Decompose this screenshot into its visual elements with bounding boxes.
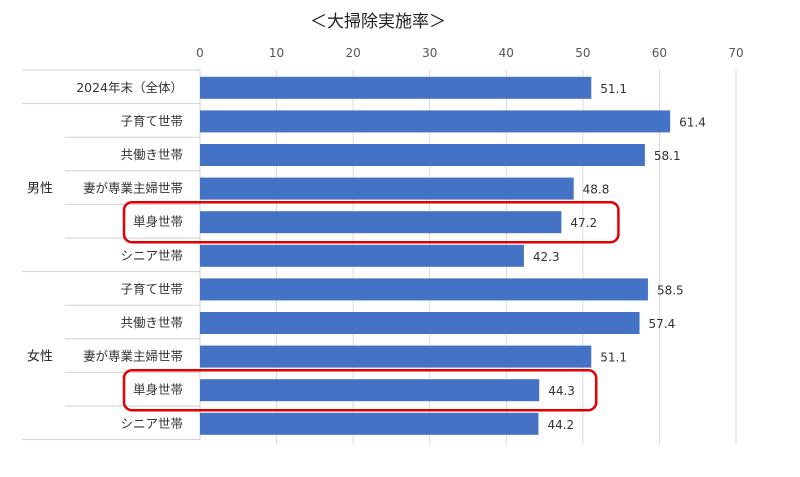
bar	[200, 379, 540, 402]
x-tick-label: 70	[728, 46, 743, 60]
chart-title: ＜大掃除実施率＞	[310, 12, 446, 32]
x-tick-label: 40	[499, 46, 514, 60]
data-label: 48.8	[583, 183, 610, 197]
group-label: 女性	[27, 349, 53, 365]
bar	[200, 412, 539, 435]
data-label: 58.1	[654, 149, 681, 163]
data-label: 44.2	[547, 418, 574, 432]
category-label: 子育て世帯	[120, 113, 183, 128]
bar	[200, 76, 592, 99]
data-label: 51.1	[600, 351, 627, 365]
data-label: 61.4	[679, 115, 706, 129]
x-tick-label: 0	[196, 46, 204, 60]
bar	[200, 278, 648, 301]
category-label: シニア世帯	[120, 248, 183, 263]
x-tick-label: 60	[652, 46, 667, 60]
bar	[200, 312, 640, 334]
category-label: 妻が専業主婦世帯	[83, 349, 183, 364]
bar	[200, 177, 574, 200]
group-label: 男性	[27, 182, 53, 197]
category-label: 共働き世帯	[120, 315, 183, 330]
x-tick-label: 50	[575, 46, 590, 60]
category-label: 共働き世帯	[120, 147, 183, 162]
highlight-box	[122, 200, 620, 244]
bar	[200, 144, 645, 166]
data-label: 44.3	[548, 384, 575, 398]
x-tick-label: 30	[422, 46, 437, 60]
data-label: 57.4	[649, 317, 676, 331]
category-label: 単身世帯	[133, 382, 183, 397]
category-label: 2024年末（全体）	[76, 80, 183, 95]
bar	[200, 244, 524, 267]
bar	[200, 110, 671, 133]
data-label: 47.2	[570, 216, 597, 230]
data-label: 42.3	[533, 250, 560, 264]
x-tick-label: 10	[269, 46, 284, 60]
bar	[200, 345, 592, 368]
x-tick-label: 20	[346, 46, 361, 60]
category-label: 妻が専業主婦世帯	[83, 181, 183, 196]
category-label: 子育て世帯	[120, 281, 183, 296]
data-label: 58.5	[657, 283, 684, 297]
highlight-box	[122, 368, 598, 412]
data-label: 51.1	[600, 82, 627, 96]
category-label: 単身世帯	[133, 214, 183, 229]
bar	[200, 211, 562, 234]
category-label: シニア世帯	[120, 416, 183, 431]
